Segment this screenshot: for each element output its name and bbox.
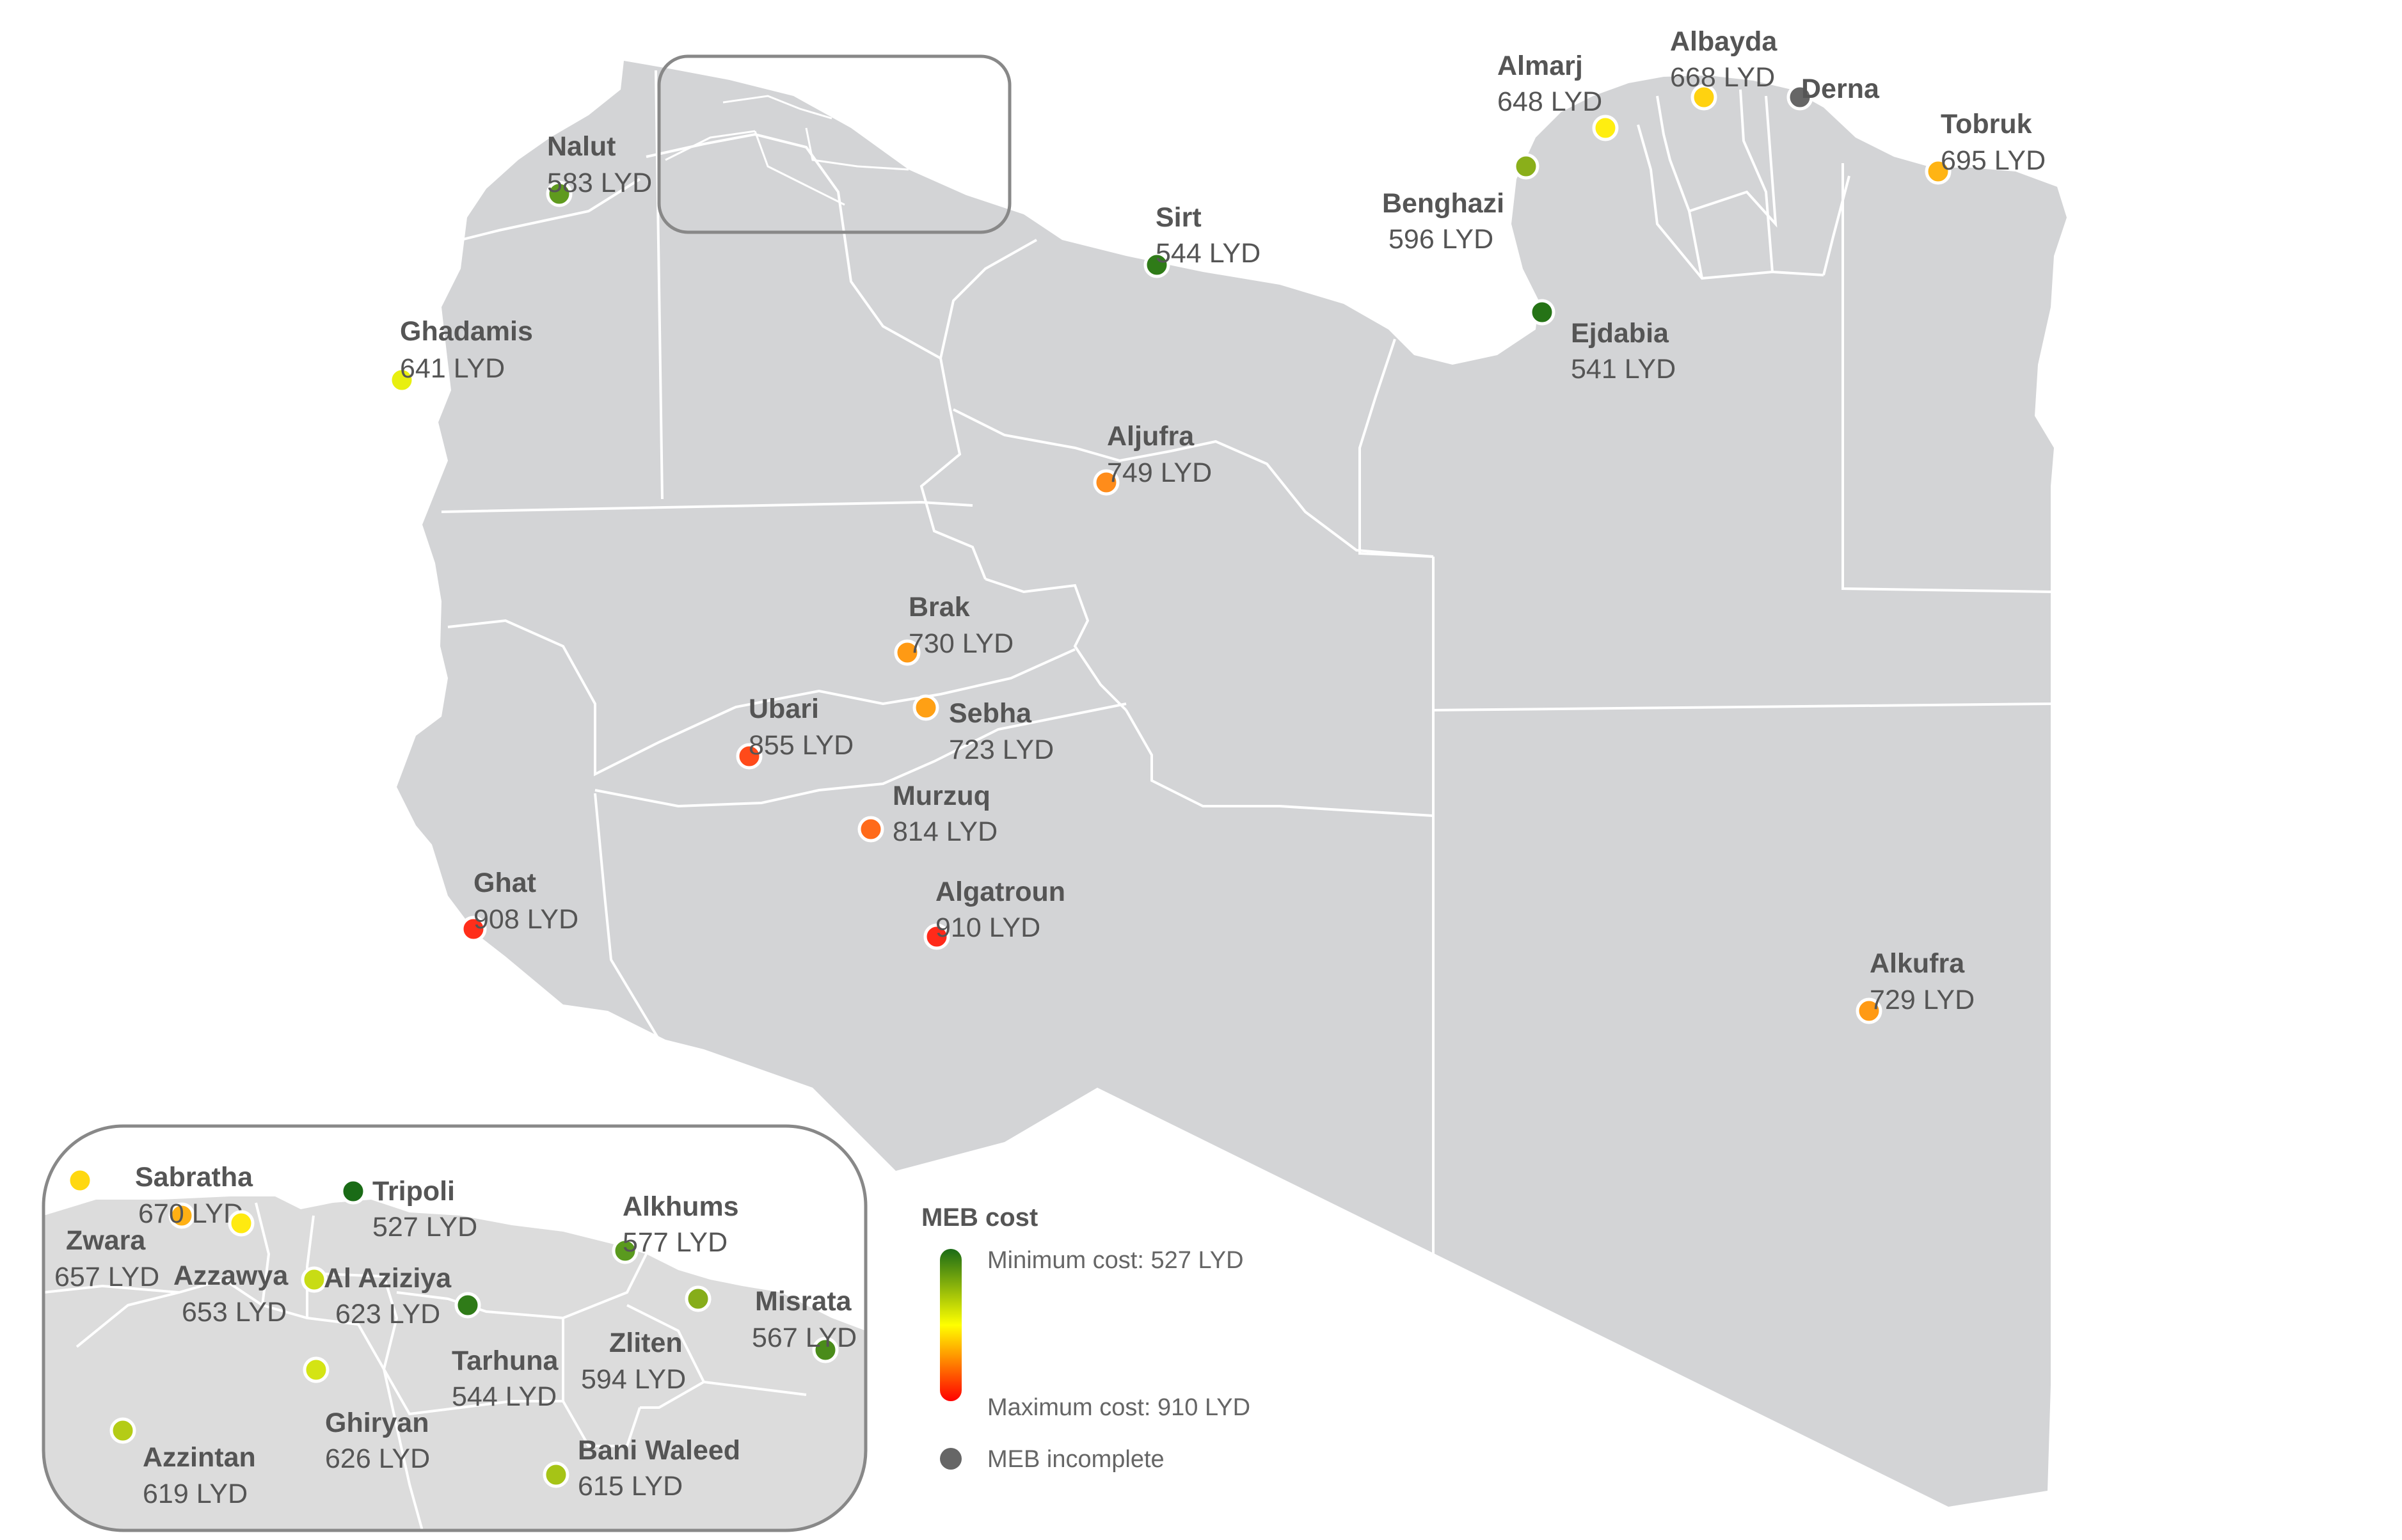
albayda-name-label: Albayda xyxy=(1670,26,1778,57)
legend: MEB cost Minimum cost: 527 LYD Maximum c… xyxy=(921,1203,1250,1473)
benghazi-marker[interactable] xyxy=(1513,153,1539,180)
derna-name-label: Derna xyxy=(1801,74,1880,104)
nalut-cost-label: 583 LYD xyxy=(547,168,652,198)
sirt-name-label: Sirt xyxy=(1156,202,1202,233)
benghazi-name-label: Benghazi xyxy=(1382,188,1504,219)
aljufra-marker[interactable] xyxy=(1093,469,1120,496)
ubari-cost-label: 855 LYD xyxy=(749,730,854,761)
ghat-name-label: Ghat xyxy=(473,868,536,898)
azzintan-name-label: Azzintan xyxy=(143,1442,256,1473)
brak-marker[interactable] xyxy=(894,639,921,666)
algatroun-cost-label: 910 LYD xyxy=(935,912,1040,943)
ejdabia-cost-label: 541 LYD xyxy=(1571,354,1676,385)
nalut-name-label: Nalut xyxy=(547,131,616,162)
aljufra-cost-label: 749 LYD xyxy=(1107,457,1212,488)
azzawya-cost-label: 653 LYD xyxy=(182,1297,287,1328)
zwara-cost-label: 657 LYD xyxy=(54,1262,159,1292)
tobruk-cost-label: 695 LYD xyxy=(1941,145,2046,176)
ghiryan-marker[interactable] xyxy=(303,1356,330,1383)
brak-name-label: Brak xyxy=(909,592,970,623)
tripoli-name-label: Tripoli xyxy=(372,1176,455,1207)
sirt-cost-label: 544 LYD xyxy=(1156,238,1261,269)
derna-marker[interactable] xyxy=(1786,84,1813,111)
district-borders xyxy=(441,70,2051,1254)
azzintan-marker[interactable] xyxy=(109,1417,136,1444)
alkufra-marker[interactable] xyxy=(1856,997,1882,1024)
misrata-marker[interactable] xyxy=(812,1337,839,1363)
tarhuna-name-label: Tarhuna xyxy=(452,1346,559,1376)
al-aziziya-cost-label: 623 LYD xyxy=(335,1299,440,1330)
murzuq-marker[interactable] xyxy=(857,816,884,843)
alkufra-name-label: Alkufra xyxy=(1870,948,1965,979)
azzintan-cost-label: 619 LYD xyxy=(143,1479,248,1509)
almarj-name-label: Almarj xyxy=(1497,51,1583,81)
sebha-name-label: Sebha xyxy=(949,698,1032,729)
sabratha-marker[interactable] xyxy=(168,1202,195,1229)
ejdabia-name-label: Ejdabia xyxy=(1571,318,1669,349)
albayda-cost-label: 668 LYD xyxy=(1670,62,1775,93)
tarhuna-marker[interactable] xyxy=(454,1292,481,1319)
algatroun-name-label: Algatroun xyxy=(935,877,1065,907)
legend-title: MEB cost xyxy=(921,1203,1038,1232)
al-aziziya-name-label: Al Aziziya xyxy=(324,1263,452,1294)
ubari-marker[interactable] xyxy=(736,743,763,770)
zwara-marker[interactable] xyxy=(67,1167,93,1194)
brak-cost-label: 730 LYD xyxy=(909,628,1014,659)
alkhums-marker[interactable] xyxy=(612,1237,639,1264)
zwara-name-label: Zwara xyxy=(66,1225,146,1256)
tobruk-marker[interactable] xyxy=(1925,158,1952,185)
algatroun-marker[interactable] xyxy=(923,923,950,950)
aljufra-name-label: Aljufra xyxy=(1107,421,1195,452)
sabratha-name-label: Sabratha xyxy=(135,1162,253,1193)
legend-min-label: Minimum cost: 527 LYD xyxy=(987,1247,1244,1274)
zliten-cost-label: 594 LYD xyxy=(581,1364,686,1395)
bani-waleed-cost-label: 615 LYD xyxy=(578,1471,683,1502)
ghiryan-name-label: Ghiryan xyxy=(325,1408,429,1438)
inset-locator-box xyxy=(657,54,1012,234)
ghadamis-marker[interactable] xyxy=(388,367,415,393)
alkhums-cost-label: 577 LYD xyxy=(623,1227,728,1258)
tripoli-cost-label: 527 LYD xyxy=(372,1212,477,1242)
legend-incomplete-dot xyxy=(940,1448,962,1470)
azzawya-name-label: Azzawya xyxy=(173,1260,289,1291)
tripoli-marker[interactable] xyxy=(340,1178,367,1205)
nalut-marker[interactable] xyxy=(546,180,573,207)
tarhuna-cost-label: 544 LYD xyxy=(452,1381,557,1412)
bani-waleed-name-label: Bani Waleed xyxy=(578,1435,740,1466)
misrata-cost-label: 567 LYD xyxy=(752,1322,857,1353)
ejdabia-marker[interactable] xyxy=(1529,299,1555,326)
sirt-marker[interactable] xyxy=(1143,251,1170,278)
bani-waleed-marker[interactable] xyxy=(543,1461,569,1488)
ghat-marker[interactable] xyxy=(460,916,487,942)
murzuq-name-label: Murzuq xyxy=(893,781,990,811)
ubari-name-label: Ubari xyxy=(749,694,819,724)
sabratha-cost-label: 670 LYD xyxy=(138,1198,243,1229)
zliten-name-label: Zliten xyxy=(609,1328,683,1358)
almarj-marker[interactable] xyxy=(1592,115,1619,141)
alkhums-name-label: Alkhums xyxy=(623,1191,739,1222)
al-aziziya-marker[interactable] xyxy=(301,1266,328,1293)
legend-color-ramp xyxy=(940,1249,962,1401)
libya-land xyxy=(397,61,2067,1507)
alkufra-cost-label: 729 LYD xyxy=(1870,985,1975,1015)
benghazi-cost-label: 596 LYD xyxy=(1388,224,1493,255)
tobruk-name-label: Tobruk xyxy=(1941,109,2032,139)
zliten-marker[interactable] xyxy=(685,1285,712,1312)
murzuq-cost-label: 814 LYD xyxy=(893,816,998,847)
ghadamis-cost-label: 641 LYD xyxy=(400,353,505,384)
ghat-cost-label: 908 LYD xyxy=(473,904,578,935)
sebha-marker[interactable] xyxy=(912,694,939,721)
sebha-cost-label: 723 LYD xyxy=(949,734,1054,765)
legend-max-label: Maximum cost: 910 LYD xyxy=(987,1394,1250,1421)
azzawya-marker[interactable] xyxy=(228,1210,255,1237)
albayda-marker[interactable] xyxy=(1690,84,1717,111)
ghadamis-name-label: Ghadamis xyxy=(400,316,533,347)
ghiryan-cost-label: 626 LYD xyxy=(325,1443,430,1474)
misrata-name-label: Misrata xyxy=(755,1286,852,1317)
legend-incomplete-label: MEB incomplete xyxy=(987,1446,1165,1473)
almarj-cost-label: 648 LYD xyxy=(1497,86,1602,117)
